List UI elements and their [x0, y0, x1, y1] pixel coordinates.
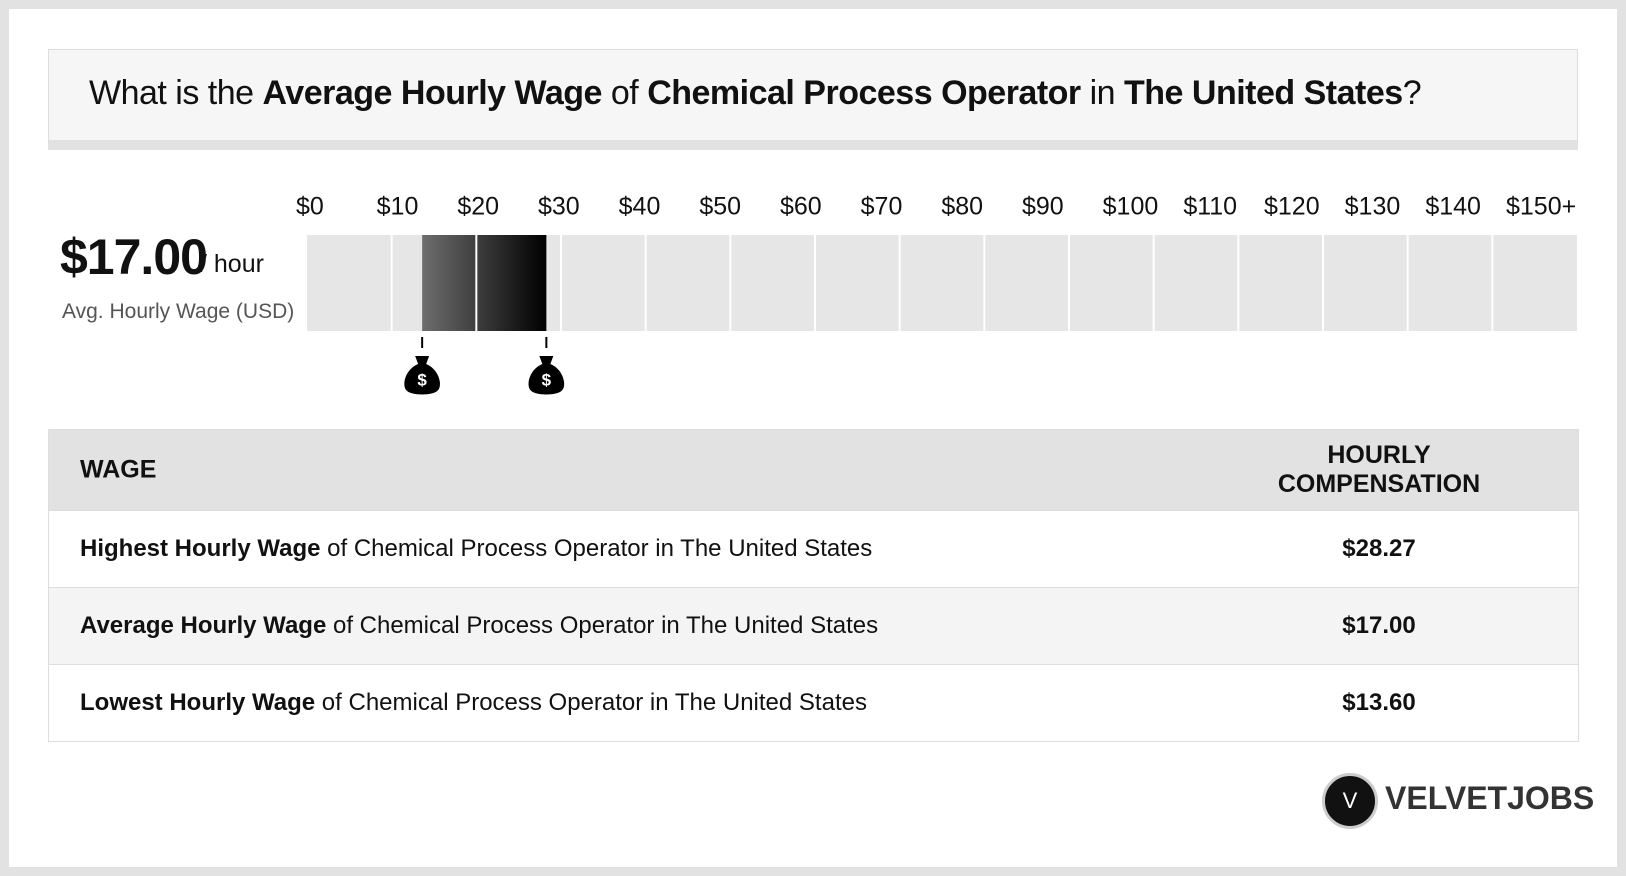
table-row: Average Hourly Wage of Chemical Process …	[49, 587, 1578, 664]
x-tick-label: $90	[1022, 193, 1064, 221]
summary-caption: Avg. Hourly Wage (USD)	[62, 300, 295, 323]
bag	[528, 356, 565, 395]
row-value: $17.00	[1342, 612, 1416, 639]
x-tick-label: $100	[1103, 193, 1159, 221]
x-tick-label: $30	[538, 193, 580, 221]
title-box: What is the Average Hourly Wage of Chemi…	[48, 49, 1578, 150]
title-part: The United States	[1124, 74, 1403, 112]
x-tick-label: $150+	[1506, 193, 1576, 221]
x-tick-label: $20	[457, 193, 499, 221]
row-label: Lowest Hourly Wage of Chemical Process O…	[80, 689, 867, 717]
row-value: $28.27	[1342, 535, 1416, 562]
bag-symbol: $	[417, 370, 427, 389]
row-label: Average Hourly Wage of Chemical Process …	[80, 612, 878, 640]
x-tick-label: $80	[941, 193, 983, 221]
row-label-bold: Average Hourly Wage	[80, 612, 327, 639]
title-part: of	[601, 74, 648, 112]
title-part: in	[1080, 74, 1125, 112]
title-part: ?	[1402, 74, 1422, 112]
table-row: Highest Hourly Wage of Chemical Process …	[49, 510, 1578, 587]
x-tick-label: $120	[1264, 193, 1320, 221]
x-tick-label: $70	[861, 193, 903, 221]
money-bag-icon: $	[528, 356, 565, 395]
money-bag-icon: $	[404, 356, 440, 395]
header-cell: WAGE	[80, 455, 157, 484]
title: What is the Average Hourly Wage of Chemi…	[89, 74, 1422, 113]
title-part: Chemical Process Operator	[647, 74, 1081, 112]
row-label-bold: Lowest Hourly Wage	[80, 689, 316, 716]
wage-table: WAGE HOURLY COMPENSATION Highest Hourly Wa…	[48, 429, 1579, 742]
range-bar	[422, 235, 547, 331]
header-cell: HOURLY COMPENSATION	[1277, 441, 1481, 498]
title-part: What is the	[89, 74, 263, 112]
x-tick-label: $110	[1183, 193, 1237, 221]
row-label-text: of Chemical Process Operator in The Unit…	[320, 535, 873, 562]
summary-value: $17.00	[60, 229, 208, 285]
title-part: Average Hourly Wage	[262, 74, 603, 112]
bag	[404, 356, 440, 395]
x-tick-label: $10	[377, 193, 419, 221]
x-tick-label: $130	[1345, 193, 1401, 221]
row-label-bold: Highest Hourly Wage	[80, 535, 321, 562]
summary-unit: / hour	[200, 250, 264, 278]
row-value: $13.60	[1342, 689, 1416, 716]
x-tick-label: $0	[296, 193, 324, 221]
x-tick-label: $60	[780, 193, 822, 221]
x-tick-label: $50	[699, 193, 741, 221]
range-chart: $0 $10 $20 $30 $40 $50 $60 $70 $80 $90 $100 $110 $12…	[296, 193, 1577, 395]
x-tick-label: $40	[619, 193, 661, 221]
logo-name: VELVETJOBS	[1385, 780, 1595, 816]
x-tick-label: $140	[1425, 193, 1481, 221]
bag-symbol: $	[542, 370, 552, 389]
row-label-text: of Chemical Process Operator in The Unit…	[326, 612, 879, 639]
logo-mark: V	[1322, 773, 1378, 829]
row-label-text: of Chemical Process Operator in The Unit…	[315, 689, 867, 716]
table-row: Lowest Hourly Wage of Chemical Process O…	[49, 664, 1578, 741]
row-label: Highest Hourly Wage of Chemical Process …	[80, 535, 872, 563]
table-header: WAGE HOURLY COMPENSATION	[49, 430, 1578, 510]
